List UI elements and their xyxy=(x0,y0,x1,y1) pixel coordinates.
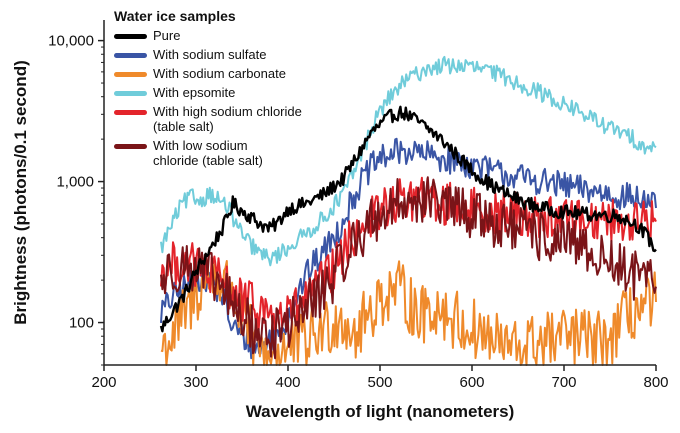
x-tick-label: 600 xyxy=(459,374,484,391)
series-line-6 xyxy=(160,176,657,360)
y-axis-title: Brightness (photons/0.1 second) xyxy=(11,60,30,324)
x-axis-title: Wavelength of light (nanometers) xyxy=(246,402,515,421)
legend-swatch xyxy=(114,34,147,39)
legend-swatch xyxy=(114,91,147,96)
legend-item: With sodium carbonate xyxy=(114,66,302,81)
y-tick-label: 10,000 xyxy=(48,33,94,50)
x-tick-label: 400 xyxy=(275,374,300,391)
x-tick-label: 700 xyxy=(551,374,576,391)
legend-label: Pure xyxy=(153,28,181,43)
legend-item: With sodium sulfate xyxy=(114,47,302,62)
ticks: 200 300 400 500 600 700 800 100 1,000 10,000 xyxy=(48,33,668,391)
x-tick-label: 800 xyxy=(643,374,668,391)
series-line-1 xyxy=(159,105,657,333)
legend-label: With high sodium chloride (table salt) xyxy=(153,104,302,134)
series-line-4 xyxy=(160,55,657,267)
legend-swatch xyxy=(114,144,147,149)
x-tick-label: 300 xyxy=(183,374,208,391)
series-lines xyxy=(159,55,657,366)
legend: Water ice samples Pure With sodium sulfat… xyxy=(114,8,302,172)
legend-items: Pure With sodium sulfate With sodium carbo… xyxy=(114,28,302,168)
legend-title: Water ice samples xyxy=(114,8,236,24)
legend-item: With low sodium chloride (table salt) xyxy=(114,138,302,168)
legend-item: Pure xyxy=(114,28,302,43)
legend-label: With low sodium chloride (table salt) xyxy=(153,138,263,168)
x-tick-label: 500 xyxy=(367,374,392,391)
legend-swatch xyxy=(114,72,147,77)
legend-label: With sodium carbonate xyxy=(153,66,286,81)
legend-label: With sodium sulfate xyxy=(153,47,267,62)
legend-item: With high sodium chloride (table salt) xyxy=(114,104,302,134)
series-line-3 xyxy=(160,259,657,366)
y-tick-label: 100 xyxy=(69,315,94,332)
series-line-2 xyxy=(160,137,657,360)
x-tick-label: 200 xyxy=(91,374,116,391)
legend-item: With epsomite xyxy=(114,85,302,100)
legend-swatch xyxy=(114,110,147,115)
legend-swatch xyxy=(114,53,147,58)
legend-label: With epsomite xyxy=(153,85,236,100)
y-tick-label: 1,000 xyxy=(56,174,94,191)
